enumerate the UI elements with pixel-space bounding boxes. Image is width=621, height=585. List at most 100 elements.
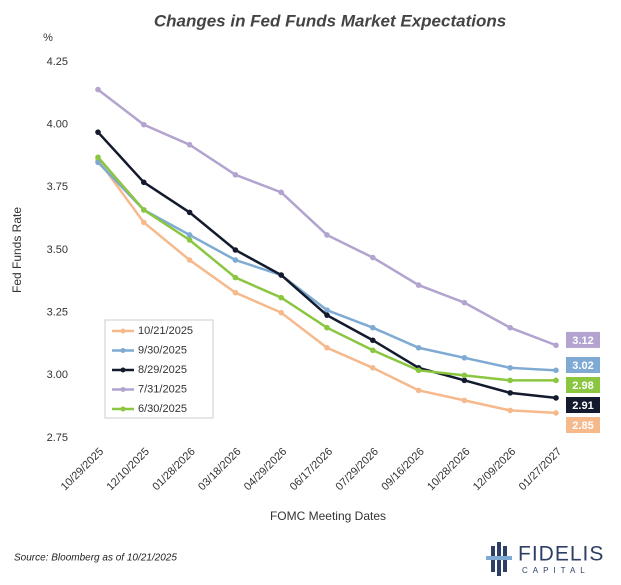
legend-label: 7/31/2025 — [138, 383, 187, 395]
point — [507, 407, 513, 414]
end-label-box — [566, 377, 600, 393]
legend-marker — [120, 367, 126, 373]
end-label: 2.98 — [572, 380, 593, 392]
y-unit: % — [43, 32, 53, 44]
x-tick-label: 10/28/2026 — [425, 446, 472, 493]
point — [415, 387, 422, 394]
point — [553, 395, 559, 401]
y-axis-title: Fed Funds Rate — [10, 207, 24, 293]
end-label: 2.91 — [572, 400, 593, 412]
end-label: 3.02 — [572, 360, 593, 372]
y-tick-label: 3.00 — [47, 369, 68, 381]
end-label: 3.12 — [572, 335, 593, 347]
point — [324, 232, 330, 238]
point — [415, 282, 422, 288]
x-tick-label: 07/29/2026 — [334, 446, 381, 493]
point — [370, 337, 376, 344]
x-tick-label: 01/27/2027 — [517, 446, 564, 493]
point — [370, 324, 376, 331]
point — [461, 299, 468, 306]
point — [186, 232, 193, 238]
x-tick-label: 10/29/2025 — [59, 446, 106, 493]
point — [141, 207, 147, 213]
point — [186, 257, 193, 263]
point — [95, 159, 101, 166]
point — [553, 367, 559, 374]
point — [370, 254, 376, 261]
x-tick-label: 12/09/2026 — [471, 446, 518, 493]
point — [415, 367, 422, 374]
point — [95, 86, 101, 93]
end-label-box — [566, 331, 600, 348]
y-tick-label: 4.25 — [47, 56, 68, 68]
logo: FIDELIS CAPITAL — [486, 542, 604, 576]
legend-marker — [120, 348, 126, 353]
end-label-box — [566, 397, 600, 413]
point — [232, 257, 239, 263]
y-tick-label: 2.75 — [47, 432, 68, 444]
logo-name: FIDELIS — [518, 543, 604, 566]
point — [278, 272, 285, 278]
legend-marker — [120, 406, 126, 412]
point — [507, 377, 513, 384]
point — [324, 312, 330, 318]
point — [141, 179, 147, 186]
point — [461, 372, 468, 379]
point — [370, 347, 376, 354]
x-tick-label: 01/28/2026 — [150, 446, 197, 493]
point — [278, 189, 285, 196]
point — [553, 342, 559, 349]
point — [141, 219, 147, 226]
y-tick-label: 3.50 — [47, 244, 68, 256]
legend-label: 9/30/2025 — [138, 344, 187, 356]
point — [278, 294, 285, 301]
source-note: Source: Bloomberg as of 10/21/2025 — [14, 553, 177, 564]
point — [461, 354, 468, 361]
x-tick-label: 04/29/2026 — [242, 446, 289, 493]
point — [186, 237, 193, 243]
x-tick-label: 09/16/2026 — [379, 446, 426, 493]
point — [324, 307, 330, 313]
legend-label: 10/21/2025 — [138, 325, 193, 337]
point — [95, 154, 101, 161]
end-label-box — [566, 417, 600, 433]
x-tick-label: 06/17/2026 — [288, 446, 335, 493]
x-tick-label: 12/10/2025 — [105, 446, 152, 493]
y-tick-label: 4.00 — [47, 119, 68, 131]
point — [461, 397, 468, 404]
x-tick-label: 03/18/2026 — [196, 446, 243, 493]
legend-label: 6/30/2025 — [138, 403, 187, 415]
point — [324, 324, 330, 331]
point — [232, 274, 239, 281]
point — [141, 121, 147, 128]
legend-marker — [120, 328, 126, 334]
point — [232, 289, 239, 296]
series-line — [97, 88, 557, 347]
x-axis-title: FOMC Meeting Dates — [270, 509, 386, 523]
point — [324, 344, 330, 351]
point — [232, 247, 239, 253]
end-label-box — [566, 357, 600, 373]
point — [507, 390, 513, 396]
logo-sub: CAPITAL — [522, 566, 590, 575]
point — [507, 324, 513, 331]
point — [186, 209, 193, 216]
point — [232, 172, 239, 178]
point — [461, 377, 468, 384]
logo-icon — [486, 542, 512, 576]
y-tick-label: 3.75 — [47, 181, 68, 193]
chart-title: Changes in Fed Funds Market Expectations — [154, 11, 506, 30]
legend-marker — [120, 387, 126, 392]
point — [553, 377, 559, 384]
point — [95, 129, 101, 135]
point — [370, 365, 376, 371]
point — [507, 365, 513, 371]
y-tick-label: 3.25 — [47, 307, 68, 319]
point — [186, 141, 193, 148]
point — [553, 410, 559, 416]
point — [415, 344, 422, 351]
end-label: 2.85 — [572, 420, 593, 432]
point — [278, 309, 285, 316]
